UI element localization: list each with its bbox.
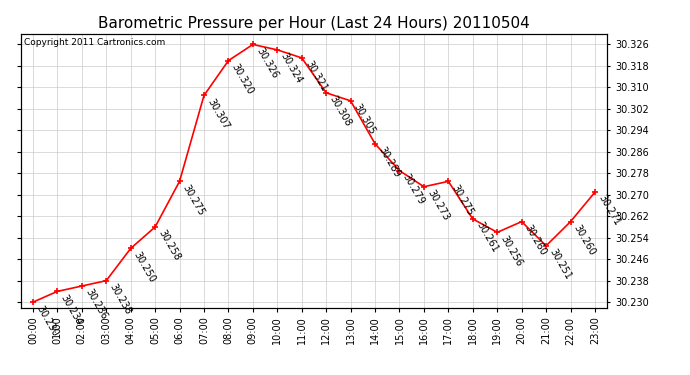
Text: 30.260: 30.260: [523, 223, 549, 257]
Text: 30.308: 30.308: [328, 94, 353, 128]
Text: 30.251: 30.251: [547, 247, 573, 282]
Text: Copyright 2011 Cartronics.com: Copyright 2011 Cartronics.com: [23, 38, 165, 47]
Text: 30.230: 30.230: [34, 303, 60, 338]
Text: 30.321: 30.321: [303, 59, 328, 93]
Text: 30.273: 30.273: [425, 188, 451, 222]
Text: 30.250: 30.250: [132, 250, 157, 284]
Text: 30.271: 30.271: [596, 194, 622, 228]
Text: 30.261: 30.261: [474, 220, 500, 255]
Text: 30.326: 30.326: [254, 46, 279, 80]
Text: 30.320: 30.320: [230, 62, 255, 96]
Text: 30.275: 30.275: [450, 183, 475, 217]
Text: 30.324: 30.324: [279, 51, 304, 86]
Text: 30.256: 30.256: [499, 234, 524, 268]
Text: 30.258: 30.258: [157, 228, 182, 263]
Text: 30.260: 30.260: [572, 223, 598, 257]
Title: Barometric Pressure per Hour (Last 24 Hours) 20110504: Barometric Pressure per Hour (Last 24 Ho…: [98, 16, 530, 31]
Text: 30.275: 30.275: [181, 183, 206, 217]
Text: 30.307: 30.307: [206, 97, 231, 131]
Text: 30.305: 30.305: [352, 102, 377, 136]
Text: 30.238: 30.238: [108, 282, 133, 316]
Text: 30.234: 30.234: [59, 293, 84, 327]
Text: 30.236: 30.236: [83, 287, 109, 322]
Text: 30.279: 30.279: [401, 172, 426, 206]
Text: 30.289: 30.289: [377, 145, 402, 179]
